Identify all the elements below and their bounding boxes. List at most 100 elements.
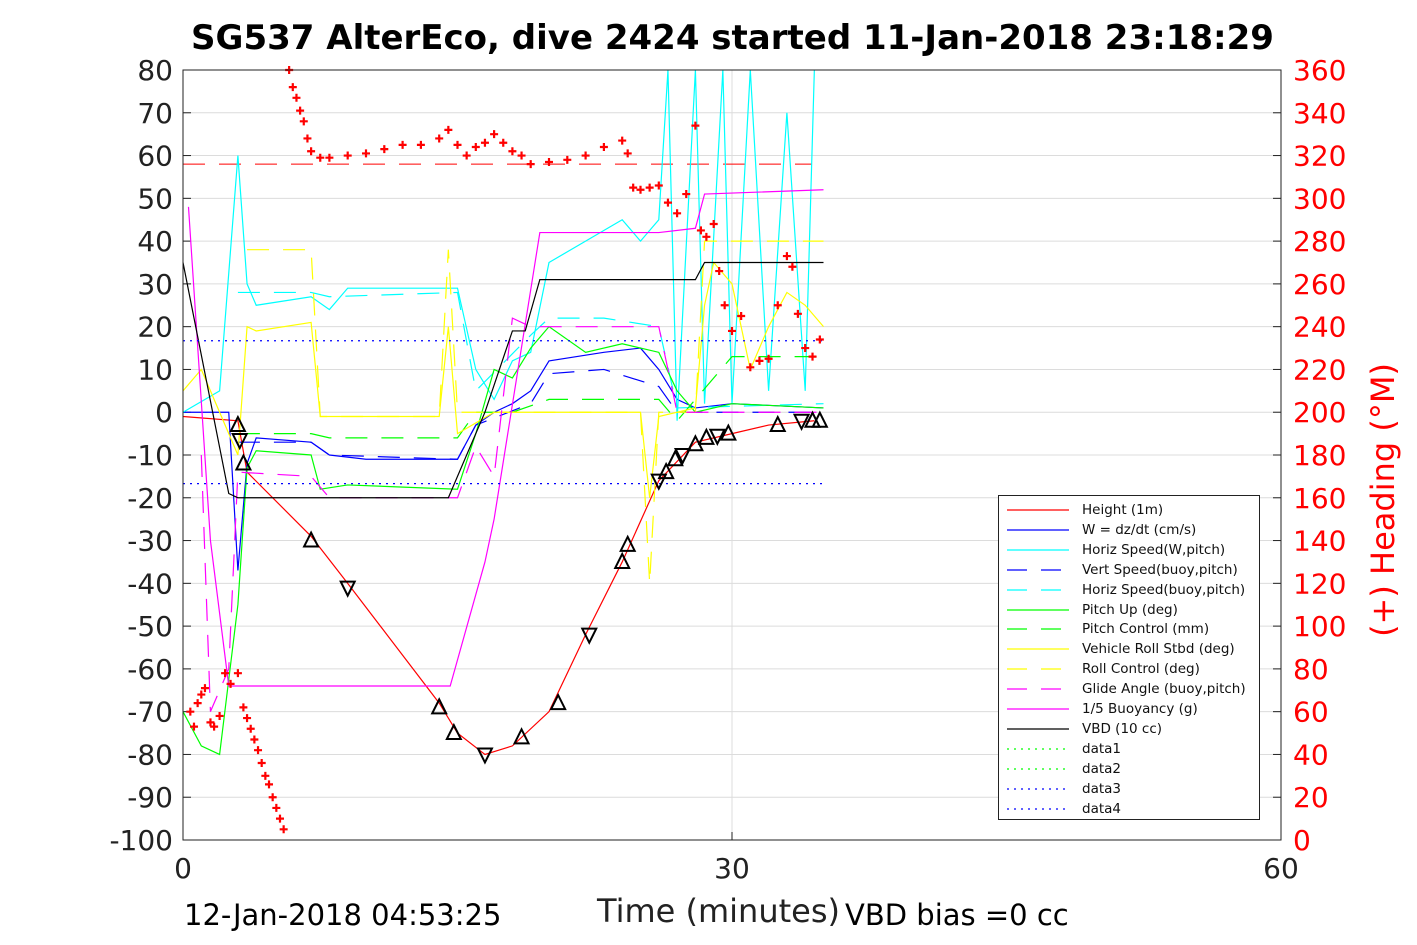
legend-swatch [1007, 708, 1069, 710]
heading-point [720, 301, 729, 310]
height-marker [476, 747, 494, 765]
y-tick-label: -90 [127, 781, 173, 814]
heading-point [499, 138, 508, 147]
legend-label: data1 [1082, 740, 1121, 757]
heading-point [682, 190, 691, 199]
heading-point [709, 220, 718, 228]
chart-title: SG537 AlterEco, dive 2424 started 11-Jan… [191, 18, 1274, 58]
legend-entry: Roll Control (deg) [1007, 659, 1200, 679]
legend-entry: Glide Angle (buoy,pitch) [1007, 679, 1246, 699]
y-tick-label-right: 40 [1293, 738, 1329, 771]
legend-entry: Pitch Up (deg) [1007, 600, 1178, 620]
heading-point [471, 143, 480, 151]
heading-point [215, 711, 224, 720]
height-marker [769, 414, 787, 433]
legend-label: 1/5 Buoyancy (g) [1082, 701, 1198, 717]
y-tick-label-right: 60 [1293, 696, 1329, 729]
heading-point [197, 690, 206, 699]
legend-entry: 1/5 Buoyancy (g) [1007, 699, 1198, 719]
heading-point [243, 714, 252, 723]
heading-point [773, 301, 782, 310]
legend-entry: Pitch Control (mm) [1007, 619, 1209, 639]
y-tick-label-right: 280 [1293, 225, 1346, 258]
y-tick-label-right: 140 [1293, 525, 1346, 558]
heading-point [210, 722, 219, 731]
y-tick-label-right: 300 [1293, 182, 1346, 215]
heading-point [261, 771, 270, 780]
heading-point [257, 759, 266, 767]
legend-entry: Vert Speed(buoy,pitch) [1007, 560, 1238, 580]
heading-point [673, 209, 682, 218]
height-marker [512, 727, 531, 745]
y-tick-label-right: 160 [1293, 482, 1346, 515]
legend-swatch [1007, 807, 1069, 810]
y-tick-label-right: 0 [1293, 824, 1311, 857]
y-tick-label-right: 320 [1293, 140, 1346, 173]
heading-point [398, 140, 407, 149]
legend-entry: data2 [1007, 759, 1121, 779]
legend-label: Pitch Up (deg) [1082, 601, 1178, 618]
heading-point [737, 311, 746, 320]
heading-point [801, 344, 810, 353]
y-tick-label: -10 [127, 439, 173, 472]
heading-point [746, 363, 755, 372]
legend-swatch [1007, 688, 1069, 690]
heading-point [654, 181, 663, 190]
height-marker [708, 428, 726, 446]
legend-entry: data1 [1007, 739, 1121, 759]
heading-point [599, 143, 608, 151]
heading-point [563, 155, 572, 164]
height-marker [445, 722, 463, 741]
height-marker [549, 692, 567, 711]
heading-point [279, 825, 288, 834]
legend-label: Horiz Speed(W,pitch) [1082, 541, 1226, 558]
heading-point [233, 669, 242, 678]
y-tick-label: -70 [127, 696, 173, 729]
heading-point [815, 335, 824, 344]
legend-swatch [1007, 608, 1069, 611]
y-tick-label-right: 360 [1293, 54, 1346, 87]
y-tick-label: 80 [137, 54, 173, 87]
y-tick-label: -50 [127, 610, 173, 643]
heading-point [221, 669, 230, 678]
heading-point [268, 793, 277, 802]
height-marker [302, 530, 320, 548]
plot-frame [182, 69, 1282, 841]
y-tick-label: 0 [155, 396, 173, 429]
heading-point [226, 679, 235, 688]
y-tick-label: -30 [127, 525, 173, 558]
heading-point [715, 267, 724, 276]
legend-label: data2 [1082, 760, 1121, 777]
heading-point [275, 814, 284, 823]
legend-swatch [1007, 787, 1069, 790]
legend-label: data4 [1082, 800, 1121, 817]
height-marker [657, 461, 675, 480]
heading-point [250, 735, 259, 744]
y-tick-label-right: 260 [1293, 268, 1346, 301]
heading-point [186, 707, 195, 716]
legend-entry: Horiz Speed(W,pitch) [1007, 540, 1225, 560]
height-marker [666, 449, 684, 467]
legend-label: Pitch Control (mm) [1082, 621, 1210, 638]
heading-point [362, 149, 370, 158]
legend-label: Vehicle Roll Stbd (deg) [1082, 641, 1235, 658]
heading-point [254, 746, 263, 755]
series-roll-control-deg- [247, 240, 824, 584]
legend-swatch [1007, 748, 1069, 750]
heading-point [325, 153, 334, 162]
right-y-axis-label: (+) Heading (°M) [1364, 363, 1402, 637]
legend-label: Glide Angle (buoy,pitch) [1082, 681, 1246, 698]
y-tick-label: -60 [127, 653, 173, 686]
heading-point [435, 134, 444, 143]
heading-point [782, 252, 791, 261]
heading-point [517, 151, 526, 160]
x-axis-label: Time (minutes) [597, 892, 840, 930]
height-marker [234, 453, 253, 471]
heading-point [702, 232, 711, 241]
legend-swatch [1007, 648, 1069, 650]
y-tick-label-right: 180 [1293, 439, 1346, 472]
y-tick-label: -100 [109, 824, 173, 857]
legend-swatch [1007, 569, 1069, 571]
y-tick-label: 40 [137, 225, 173, 258]
legend-swatch [1007, 509, 1069, 511]
